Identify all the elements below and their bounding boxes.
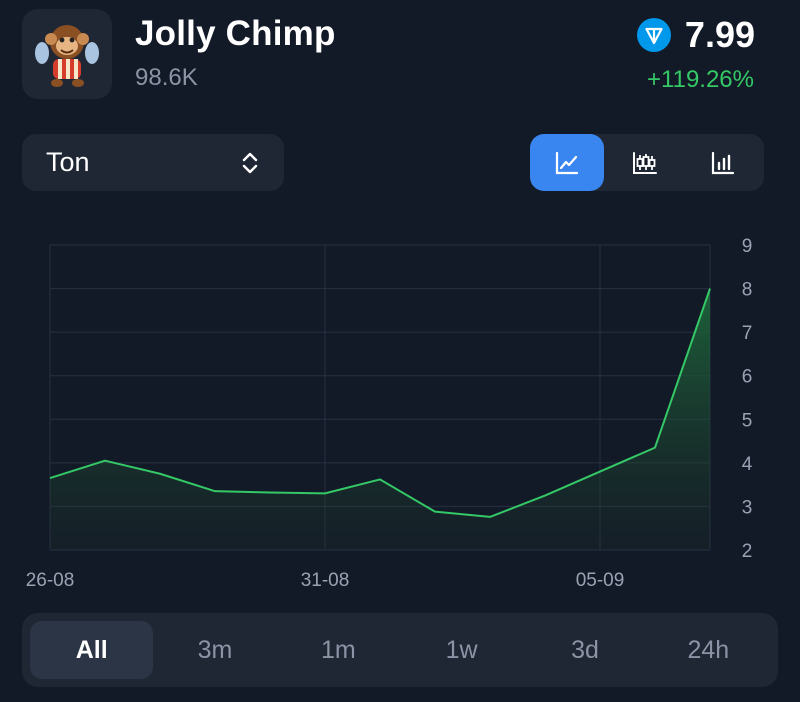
range-button-3m[interactable]: 3m xyxy=(197,635,233,664)
chart-svg: 2 3 4 5 6 7 8 9 26-08 31-08 05-09 xyxy=(26,236,753,591)
price-display: 7.99 xyxy=(636,14,755,56)
bar-chart-button[interactable] xyxy=(686,134,760,191)
chimp-logo-icon xyxy=(35,25,99,87)
currency-value: Ton xyxy=(46,147,90,177)
y-tick-label: 7 xyxy=(742,323,753,344)
line-chart-button[interactable] xyxy=(530,134,604,191)
range-button-1m[interactable]: 1m xyxy=(320,635,356,664)
line-chart-icon xyxy=(555,151,579,174)
chevron-up-down-icon xyxy=(242,152,258,173)
currency-select[interactable]: Ton xyxy=(22,134,284,191)
x-tick-label: 26-08 xyxy=(26,570,75,591)
price-area xyxy=(50,288,710,550)
y-tick-label: 6 xyxy=(742,367,753,388)
range-button-24h[interactable]: 24h xyxy=(687,635,730,664)
price-change: +119.26% xyxy=(647,66,754,93)
coin-volume: 98.6K xyxy=(135,64,198,91)
coin-price: 7.99 xyxy=(684,14,755,55)
chart-type-toggle xyxy=(530,134,764,191)
y-tick-label: 3 xyxy=(742,497,753,518)
y-tick-label: 4 xyxy=(742,454,753,475)
bar-chart-icon xyxy=(711,151,735,174)
x-tick-label: 31-08 xyxy=(301,570,350,591)
price-chart[interactable]: 2 3 4 5 6 7 8 9 26-08 31-08 05-09 xyxy=(0,225,800,595)
range-button-all[interactable]: All xyxy=(30,621,154,679)
range-button-1w[interactable]: 1w xyxy=(445,635,478,664)
coin-name: Jolly Chimp xyxy=(135,14,336,53)
candlestick-button[interactable] xyxy=(608,134,682,191)
time-range-selector: All 3m 1m 1w 3d 24h xyxy=(22,613,778,687)
y-tick-label: 2 xyxy=(742,541,753,562)
y-tick-label: 5 xyxy=(742,410,753,431)
y-tick-label: 8 xyxy=(742,280,753,301)
range-button-3d[interactable]: 3d xyxy=(571,635,599,664)
candlestick-icon xyxy=(633,151,657,174)
x-tick-label: 05-09 xyxy=(576,570,625,591)
ton-icon xyxy=(636,18,671,52)
y-tick-label: 9 xyxy=(742,236,753,257)
coin-logo xyxy=(22,9,112,99)
